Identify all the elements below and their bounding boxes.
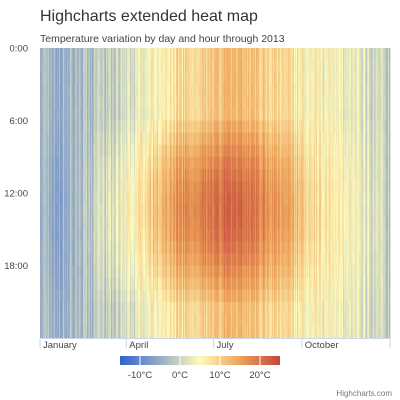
heatmap-cells bbox=[40, 48, 390, 338]
chart-title: Highcharts extended heat map bbox=[40, 8, 258, 25]
chart-subtitle: Temperature variation by day and hour th… bbox=[40, 33, 285, 45]
